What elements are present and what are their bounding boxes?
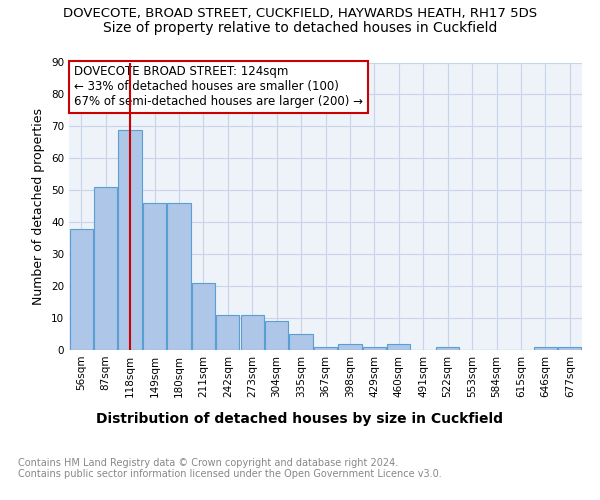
Bar bbox=[241, 315, 264, 350]
Bar bbox=[265, 322, 288, 350]
Bar bbox=[314, 347, 337, 350]
Y-axis label: Number of detached properties: Number of detached properties bbox=[32, 108, 46, 304]
Bar bbox=[558, 347, 581, 350]
Bar bbox=[363, 347, 386, 350]
Text: Size of property relative to detached houses in Cuckfield: Size of property relative to detached ho… bbox=[103, 21, 497, 35]
Text: Contains HM Land Registry data © Crown copyright and database right 2024.
Contai: Contains HM Land Registry data © Crown c… bbox=[18, 458, 442, 479]
Text: Distribution of detached houses by size in Cuckfield: Distribution of detached houses by size … bbox=[97, 412, 503, 426]
Bar bbox=[534, 347, 557, 350]
Bar bbox=[216, 315, 239, 350]
Bar bbox=[94, 187, 117, 350]
Bar bbox=[338, 344, 362, 350]
Bar bbox=[70, 228, 93, 350]
Text: DOVECOTE, BROAD STREET, CUCKFIELD, HAYWARDS HEATH, RH17 5DS: DOVECOTE, BROAD STREET, CUCKFIELD, HAYWA… bbox=[63, 8, 537, 20]
Bar bbox=[387, 344, 410, 350]
Bar bbox=[167, 203, 191, 350]
Bar bbox=[143, 203, 166, 350]
Bar bbox=[436, 347, 459, 350]
Text: DOVECOTE BROAD STREET: 124sqm
← 33% of detached houses are smaller (100)
67% of : DOVECOTE BROAD STREET: 124sqm ← 33% of d… bbox=[74, 66, 363, 108]
Bar bbox=[192, 283, 215, 350]
Bar bbox=[289, 334, 313, 350]
Bar bbox=[118, 130, 142, 350]
